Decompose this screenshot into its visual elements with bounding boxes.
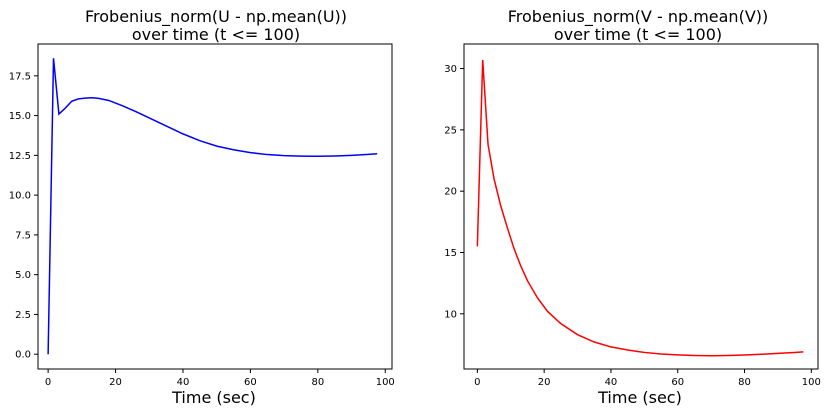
y-tick-label: 5.0 — [15, 270, 31, 281]
x-axis-label: Time (sec) — [597, 388, 682, 407]
axes-frame — [37, 43, 393, 370]
chart-title-line1: Frobenius_norm(U - np.mean(U)) — [85, 7, 347, 27]
x-tick-label: 20 — [538, 377, 551, 388]
y-tick-label: 25 — [444, 125, 457, 136]
chart-title-line2: over time (t <= 100) — [554, 25, 722, 44]
x-tick-label: 20 — [109, 377, 122, 388]
x-tick-label: 40 — [605, 377, 618, 388]
y-tick-label: 12.5 — [9, 151, 31, 162]
y-ticks: 0.0 2.5 5.0 7.5 10.0 12.5 15.0 17.5 — [9, 71, 38, 361]
chart-title-line1: Frobenius_norm(V - np.mean(V)) — [508, 7, 769, 27]
x-tick-label: 0 — [474, 377, 480, 388]
series-line-u — [47, 58, 378, 355]
y-tick-label: 15.0 — [9, 111, 31, 122]
y-tick-label: 10.0 — [9, 191, 31, 202]
x-ticks: 0 20 40 60 80 100 — [474, 369, 821, 388]
y-tick-label: 2.5 — [15, 310, 31, 321]
subplot-u-norm: Frobenius_norm(U - np.mean(U)) over time… — [9, 7, 395, 407]
y-tick-label: 0.0 — [15, 350, 31, 361]
subplot-v-norm: Frobenius_norm(V - np.mean(V)) over time… — [444, 7, 821, 407]
x-ticks: 0 20 40 60 80 100 — [45, 369, 395, 388]
x-tick-label: 100 — [376, 377, 395, 388]
x-tick-label: 80 — [311, 377, 324, 388]
y-tick-label: 15 — [444, 248, 457, 259]
y-tick-label: 30 — [444, 64, 457, 75]
x-tick-label: 60 — [244, 377, 257, 388]
chart-title-line2: over time (t <= 100) — [132, 25, 300, 44]
axes-frame — [463, 43, 819, 370]
x-tick-label: 0 — [45, 377, 51, 388]
x-axis-label: Time (sec) — [171, 388, 256, 407]
x-tick-label: 80 — [738, 377, 751, 388]
x-tick-label: 60 — [671, 377, 684, 388]
y-ticks: 10 15 20 25 30 — [444, 64, 464, 320]
y-tick-label: 17.5 — [9, 71, 31, 82]
x-tick-label: 40 — [177, 377, 190, 388]
y-tick-label: 20 — [444, 187, 457, 198]
series-line-v — [476, 59, 804, 357]
y-tick-label: 10 — [444, 309, 457, 320]
x-tick-label: 100 — [802, 377, 821, 388]
y-tick-label: 7.5 — [15, 230, 31, 241]
